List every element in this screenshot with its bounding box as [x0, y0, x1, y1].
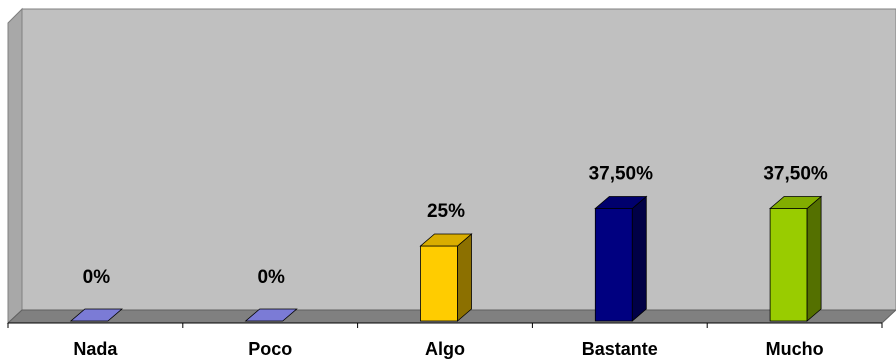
bar-front	[420, 245, 458, 322]
bar-algo	[419, 233, 473, 322]
bar-poco	[244, 308, 298, 322]
bar-top	[69, 308, 123, 322]
data-labels-group: 0% 0% 25% 37,50% 37,50%	[83, 164, 828, 289]
bar-nada	[69, 308, 123, 322]
bars-group	[69, 195, 823, 322]
data-label: 25%	[427, 201, 465, 222]
bar-top	[594, 196, 648, 209]
x-axis-ticks	[7, 323, 883, 328]
plot-side-wall	[7, 7, 23, 325]
bar-front	[594, 208, 633, 322]
bar-side	[806, 195, 822, 322]
bar-mucho	[769, 195, 823, 322]
category-labels-group: Nada Poco Algo Bastante Mucho	[73, 339, 823, 359]
category-label: Nada	[73, 339, 118, 359]
bar-top	[244, 308, 298, 322]
category-label: Poco	[248, 339, 292, 359]
bar-side	[457, 233, 472, 322]
data-label: 37,50%	[589, 164, 654, 185]
data-label: 0%	[257, 267, 285, 288]
bar-side	[631, 195, 647, 322]
category-label: Bastante	[582, 339, 658, 359]
category-label: Algo	[425, 339, 465, 359]
bar-front	[769, 208, 808, 322]
category-label: Mucho	[766, 339, 824, 359]
bar-bastante	[594, 195, 648, 322]
data-label: 37,50%	[763, 164, 828, 185]
bar-top	[419, 233, 473, 247]
bar-top	[769, 196, 823, 209]
data-label: 0%	[83, 267, 111, 288]
